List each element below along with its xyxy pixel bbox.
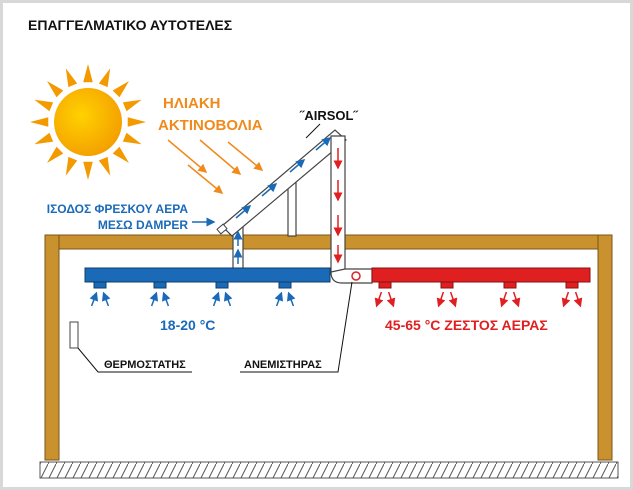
sun-ray — [30, 117, 49, 127]
leader — [305, 123, 321, 139]
building — [44, 234, 613, 461]
vent — [93, 281, 107, 289]
vent — [215, 281, 229, 289]
vent-arrow — [436, 291, 446, 308]
vent — [565, 281, 579, 289]
sun-ray — [83, 64, 93, 83]
sun-ray — [46, 80, 64, 98]
cold-label: 18-20 °C — [160, 317, 215, 333]
product-label: ˝AIRSOL˝ — [299, 108, 358, 123]
sun-ray — [122, 99, 142, 112]
vent-arrow — [286, 291, 296, 307]
vent — [278, 281, 292, 289]
sun-ray — [65, 68, 78, 88]
intake-label: ΙΣΟΔΟΣ ΦΡΕΣΚΟΥ ΑΕΡΑ — [47, 202, 189, 216]
damper — [216, 223, 228, 235]
sun-ray — [34, 99, 54, 112]
leader — [240, 281, 353, 373]
vent-arrow — [89, 291, 99, 307]
sun-rays — [30, 64, 146, 180]
sun-ray — [112, 146, 130, 164]
sun-ray — [83, 161, 93, 180]
vent-arrow — [101, 291, 111, 307]
sun-ray — [46, 146, 64, 164]
fan — [351, 271, 361, 281]
sun-ray — [98, 156, 111, 176]
ground — [39, 461, 619, 479]
airflow-arrows — [192, 137, 332, 264]
vent-arrow — [161, 291, 171, 307]
vent-arrow — [448, 291, 458, 308]
sun-ray — [112, 80, 130, 98]
sun — [54, 88, 122, 156]
sun-ray — [122, 132, 142, 145]
vent-arrow — [511, 291, 521, 308]
vent-arrow — [561, 291, 571, 308]
leader — [77, 347, 192, 373]
sun-ray — [65, 156, 78, 176]
intake-label: ΜΕΣΩ DAMPER — [98, 218, 188, 232]
vent-arrow — [499, 291, 509, 308]
sun-ray — [98, 68, 111, 88]
vent-arrow — [149, 291, 159, 307]
ducts — [84, 267, 591, 308]
vent-arrow — [573, 291, 583, 308]
vent — [440, 281, 454, 289]
sun-ray — [34, 132, 54, 145]
hot-label: 45-65 °C ΖΕΣΤΟΣ ΑΕΡΑΣ — [385, 317, 548, 333]
vent — [503, 281, 517, 289]
vent-arrow — [274, 291, 284, 307]
fan-label: ΑΝΕΜΙΣΤΗΡΑΣ — [244, 359, 322, 371]
vent-arrow — [211, 291, 221, 307]
radiation-arrows — [167, 139, 264, 194]
radiation-label: ΑΚΤΙΝΟΒΟΛΙΑ — [158, 117, 263, 134]
radiation-label: ΗΛΙΑΚΗ — [163, 95, 221, 112]
thermostat — [69, 321, 79, 349]
sun-ray — [127, 117, 146, 127]
vent — [378, 281, 392, 289]
vent-arrow — [386, 291, 396, 308]
vent-arrow — [374, 291, 384, 308]
thermostat-label: ΘΕΡΜΟΣΤΑΤΗΣ — [104, 359, 186, 371]
title: ΕΠΑΓΓΕΛΜΑΤΙΚΟ ΑΥΤΟΤΕΛΕΣ — [28, 17, 232, 33]
vent — [153, 281, 167, 289]
vent-arrow — [223, 291, 233, 307]
